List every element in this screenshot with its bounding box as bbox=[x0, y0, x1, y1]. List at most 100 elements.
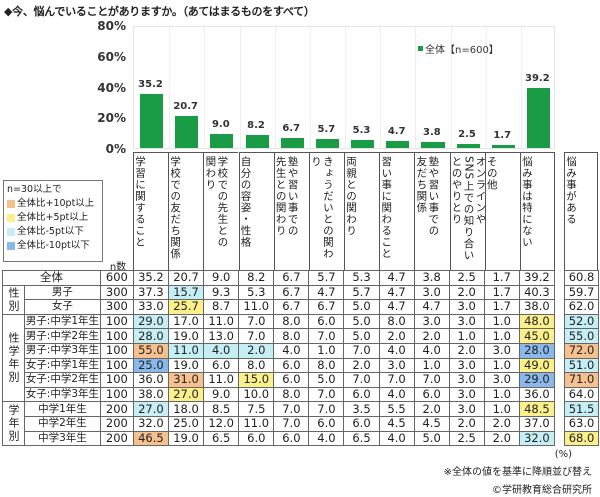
value-cell: 6.0 bbox=[273, 357, 310, 374]
n-count-cell: 100 bbox=[99, 328, 134, 344]
value-cell: 8.0 bbox=[273, 313, 310, 330]
bar bbox=[421, 142, 445, 148]
value-cell: 1.0 bbox=[483, 328, 520, 344]
value-cell: 5.5 bbox=[378, 401, 415, 417]
value-cell: 49.0 bbox=[518, 357, 556, 374]
value-cell: 1.0 bbox=[308, 342, 345, 359]
bar bbox=[526, 87, 551, 148]
n-count-cell: 300 bbox=[99, 299, 134, 315]
value-cell: 8.0 bbox=[308, 357, 345, 374]
copyright: ©学研教育総合研究所 bbox=[492, 485, 592, 496]
value-cell: 8.0 bbox=[273, 328, 310, 344]
bar bbox=[315, 139, 339, 148]
value-cell: 36.0 bbox=[132, 372, 169, 388]
gridline bbox=[450, 27, 452, 148]
table-row: 女子:中学3年生 100 38.0 27.0 9.0 10.0 8.0 7.0 6.0 4.0 6.… bbox=[3, 386, 556, 403]
bar-value-label: 9.0 bbox=[211, 119, 230, 131]
category-header-text: 自分の容姿・性格 bbox=[239, 156, 252, 248]
gridline bbox=[169, 27, 171, 148]
value-cell: 9.0 bbox=[203, 270, 240, 286]
y-tick-label: 80% bbox=[97, 19, 126, 33]
value-cell: 8.5 bbox=[203, 401, 240, 417]
gridline bbox=[204, 27, 206, 148]
value-cell: 2.5 bbox=[448, 430, 485, 447]
value-cell: 7.0 bbox=[273, 415, 310, 432]
value-cell: 10.0 bbox=[238, 386, 275, 403]
value-cell: 1.0 bbox=[448, 328, 485, 344]
value-cell: 3.0 bbox=[378, 357, 415, 374]
value-cell: 3.0 bbox=[448, 357, 485, 374]
value-cell: 5.3 bbox=[238, 284, 275, 301]
n-count-cell: 100 bbox=[99, 313, 134, 330]
value-cell: 8.0 bbox=[378, 313, 415, 330]
extra-row: 59.7 bbox=[564, 284, 599, 301]
value-cell: 6.0 bbox=[343, 415, 380, 432]
unit-label: (%) bbox=[554, 449, 572, 460]
value-cell: 5.3 bbox=[343, 270, 380, 286]
extra-row: 55.0 bbox=[564, 328, 599, 344]
category-header-text: 塾や習い事での 先生との関わり bbox=[274, 156, 299, 237]
highlight-legend: n=30以上で 全体比+10pt以上 全体比+5pt以上 全体比-5pt以下 全体比-… bbox=[3, 180, 103, 262]
value-cell: 6.0 bbox=[413, 386, 450, 403]
legend-swatch-icon bbox=[418, 46, 423, 51]
has-worries-cell: 55.0 bbox=[564, 328, 599, 344]
value-cell: 32.0 bbox=[132, 415, 169, 432]
bar-value-label: 6.7 bbox=[282, 122, 301, 134]
value-cell: 2.0 bbox=[448, 284, 485, 301]
value-cell: 7.0 bbox=[308, 401, 345, 417]
y-tick-label: 60% bbox=[97, 49, 126, 64]
value-cell: 5.0 bbox=[343, 328, 380, 344]
value-cell: 45.0 bbox=[518, 328, 556, 344]
bar-value-label: 5.7 bbox=[317, 124, 336, 136]
table-row: 学年別 中学1年生 200 27.0 18.0 8.5 7.5 7.0 7.0 3.5 5.5 2.0… bbox=[2, 401, 556, 447]
category-header-text: 学校での先生との 関わり bbox=[204, 156, 229, 248]
value-cell: 6.0 bbox=[203, 357, 240, 374]
n-count-header: n数 bbox=[109, 262, 127, 273]
value-cell: 4.7 bbox=[378, 284, 415, 301]
value-cell: 2.0 bbox=[378, 328, 415, 344]
value-cell: 6.7 bbox=[308, 299, 345, 315]
color-swatch-icon bbox=[7, 200, 15, 208]
y-tick-label: 20% bbox=[97, 111, 126, 126]
extra-row: 63.0 bbox=[564, 415, 599, 432]
group-label: 性別 bbox=[2, 284, 25, 315]
value-cell: 4.5 bbox=[378, 415, 415, 432]
category-header-text: その他 bbox=[485, 156, 498, 191]
category-header: 悩み事は特にない bbox=[519, 152, 556, 270]
color-swatch-icon bbox=[7, 228, 15, 236]
value-cell: 1.0 bbox=[483, 401, 520, 417]
gridline bbox=[415, 27, 417, 148]
value-cell: 7.0 bbox=[308, 328, 345, 344]
category-header-text: 悩み事は特にない bbox=[520, 156, 533, 248]
has-worries-cell: 71.0 bbox=[564, 372, 599, 388]
value-cell: 1.7 bbox=[483, 284, 520, 301]
value-cell: 4.7 bbox=[378, 299, 415, 315]
value-cell: 37.3 bbox=[132, 284, 169, 301]
bar-plot-area bbox=[133, 26, 555, 149]
bar bbox=[175, 116, 199, 148]
bar bbox=[351, 139, 375, 148]
table-row: 全体 600 35.2 20.7 9.0 8.2 6.7 5.7 5.3 4.7 3.8 2.5 1.7… bbox=[2, 270, 556, 286]
value-cell: 6.5 bbox=[343, 430, 380, 447]
bar bbox=[456, 144, 480, 148]
row-label: 男子:中学2年生 bbox=[23, 328, 101, 344]
has-worries-cell: 51.0 bbox=[564, 357, 599, 374]
value-cell: 27.0 bbox=[167, 386, 205, 403]
extra-column-header: 悩み事がある bbox=[564, 152, 598, 270]
value-cell: 2.0 bbox=[238, 342, 275, 359]
value-cell: 3.0 bbox=[448, 372, 485, 388]
value-cell: 3.5 bbox=[343, 401, 380, 417]
value-cell: 25.0 bbox=[132, 357, 169, 374]
value-cell: 19.0 bbox=[167, 328, 205, 344]
has-worries-cell: 52.0 bbox=[564, 313, 599, 330]
row-label: 女子:中学3年生 bbox=[23, 386, 101, 403]
category-header: オンラインや SNS上での知り合い とのやりとり bbox=[449, 152, 487, 270]
value-cell: 7.0 bbox=[378, 372, 415, 388]
bar bbox=[245, 135, 269, 148]
value-cell: 2.0 bbox=[483, 430, 520, 447]
value-cell: 55.0 bbox=[132, 342, 169, 359]
value-cell: 3.0 bbox=[483, 342, 520, 359]
value-cell: 7.5 bbox=[238, 401, 275, 417]
category-header: 学校での友だち関係 bbox=[168, 152, 204, 270]
highlight-legend-label: 全体比-10pt以下 bbox=[17, 240, 90, 251]
